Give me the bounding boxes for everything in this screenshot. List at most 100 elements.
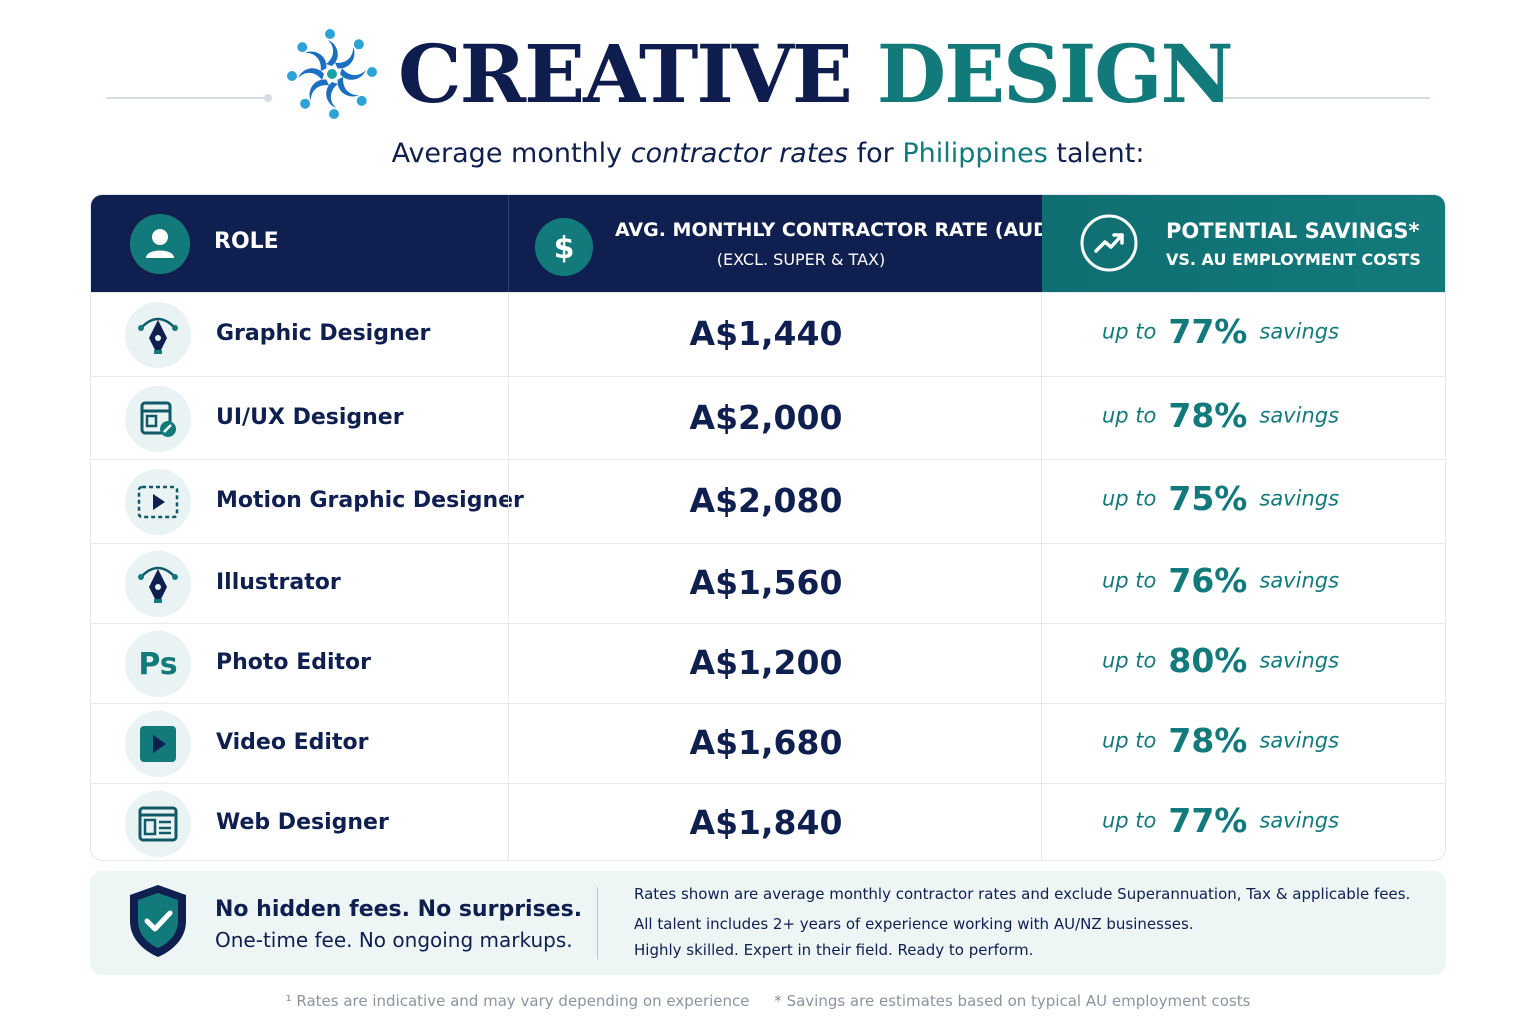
cell-rate: A$1,440 (508, 293, 1042, 376)
header-divider-dot-left (264, 94, 272, 102)
rate-value: A$2,080 (689, 481, 843, 520)
title-part-design: DESIGN (876, 27, 1234, 121)
savings-percent: 77% (1168, 312, 1248, 351)
info-line-2: All talent includes 2+ years of experien… (634, 915, 1194, 933)
savings-suffix: savings (1259, 648, 1340, 673)
column-sublabel-savings: VS. AU EMPLOYMENT COSTS (1166, 250, 1421, 269)
pen-tool-icon (125, 302, 191, 368)
rate-value: A$1,840 (689, 803, 843, 842)
column-header-role: ROLE (91, 195, 508, 292)
browser-layout-icon (125, 791, 191, 857)
cell-rate: A$1,560 (508, 544, 1042, 623)
cell-savings: up to 75% savings (1042, 460, 1445, 543)
subtitle-emphasis: contractor rates (630, 138, 848, 169)
column-header-savings: POTENTIAL SAVINGS* VS. AU EMPLOYMENT COS… (1042, 195, 1445, 292)
cell-role: Ps Photo Editor (91, 624, 508, 703)
logo-icon (287, 29, 377, 119)
svg-text:$: $ (554, 231, 575, 266)
savings-percent: 77% (1168, 801, 1248, 840)
shield-check-icon (130, 885, 186, 957)
footnote-rates: ¹ Rates are indicative and may vary depe… (285, 992, 750, 1010)
column-sublabel-rate: (EXCL. SUPER & TAX) (716, 250, 886, 269)
cell-savings: up to 80% savings (1042, 624, 1445, 703)
column-label-savings: POTENTIAL SAVINGS* (1166, 219, 1420, 243)
rate-value: A$1,680 (689, 723, 843, 762)
cell-role: Web Designer (91, 784, 508, 860)
svg-text:Ps: Ps (138, 647, 177, 682)
role-name: Web Designer (216, 810, 389, 835)
play-icon (125, 711, 191, 777)
info-subline: One-time fee. No ongoing markups. (215, 928, 573, 952)
savings-text: up to 75% savings (1018, 479, 1423, 518)
savings-text: up to 78% savings (1018, 721, 1423, 760)
cell-rate: A$1,840 (508, 784, 1042, 860)
header-divider-right (1214, 97, 1430, 99)
info-banner: No hidden fees. No surprises. One-time f… (90, 871, 1446, 975)
cell-savings: up to 78% savings (1042, 704, 1445, 783)
table-row: Ps Photo Editor A$1,200 up to 80% savings (91, 623, 1445, 703)
rate-value: A$1,440 (689, 314, 843, 353)
rate-value: A$1,200 (689, 643, 843, 682)
table-row: Motion Graphic Designer A$2,080 up to 75% sa… (91, 459, 1445, 543)
rates-table: ROLE $ AVG. MONTHLY CONTRACTOR RATE (AUD… (90, 194, 1446, 861)
cell-savings: up to 78% savings (1042, 377, 1445, 459)
column-label-role: ROLE (214, 229, 279, 254)
savings-prefix: up to (1101, 403, 1157, 428)
role-name: Illustrator (216, 570, 341, 595)
savings-prefix: up to (1101, 728, 1157, 753)
footnotes: ¹ Rates are indicative and may vary depe… (0, 992, 1536, 1010)
savings-suffix: savings (1259, 808, 1340, 833)
savings-text: up to 80% savings (1018, 641, 1423, 680)
savings-percent: 78% (1168, 721, 1248, 760)
table-row: Web Designer A$1,840 up to 77% savings (91, 783, 1445, 860)
role-name: Graphic Designer (216, 321, 431, 346)
cell-savings: up to 77% savings (1042, 293, 1445, 376)
page-subtitle: Average monthly contractor rates for Phi… (0, 138, 1536, 169)
savings-text: up to 76% savings (1018, 561, 1423, 600)
title-part-creative: CREATIVE (398, 27, 853, 121)
savings-percent: 76% (1168, 561, 1248, 600)
savings-prefix: up to (1101, 808, 1157, 833)
info-line-1: Rates shown are average monthly contract… (634, 885, 1411, 903)
savings-suffix: savings (1259, 568, 1340, 593)
column-label-rate: AVG. MONTHLY CONTRACTOR RATE (AUD)¹ (615, 219, 1066, 241)
table-header: ROLE $ AVG. MONTHLY CONTRACTOR RATE (AUD… (91, 195, 1445, 292)
savings-suffix: savings (1259, 403, 1340, 428)
cell-role: Motion Graphic Designer (91, 460, 524, 543)
info-divider (597, 887, 598, 959)
cell-role: Illustrator (91, 544, 508, 623)
cell-role: Video Editor (91, 704, 508, 783)
footnote-savings: * Savings are estimates based on typical… (774, 992, 1251, 1010)
user-icon (130, 214, 190, 274)
role-name: UI/UX Designer (216, 405, 404, 430)
role-name: Motion Graphic Designer (216, 488, 524, 513)
rate-value: A$2,000 (689, 398, 843, 437)
ui-design-icon (125, 386, 191, 452)
cell-rate: A$1,680 (508, 704, 1042, 783)
subtitle-text-2: for (856, 138, 894, 169)
cell-rate: A$1,200 (508, 624, 1042, 703)
column-header-rate: $ AVG. MONTHLY CONTRACTOR RATE (AUD)¹ (E… (508, 195, 1066, 292)
subtitle-highlight: Philippines (902, 138, 1048, 169)
table-row: Graphic Designer A$1,440 up to 77% savings (91, 292, 1445, 376)
role-name: Video Editor (216, 730, 369, 755)
savings-suffix: savings (1259, 728, 1340, 753)
motion-frame-icon (125, 469, 191, 535)
role-name: Photo Editor (216, 650, 371, 675)
savings-percent: 75% (1168, 479, 1248, 518)
table-row: Video Editor A$1,680 up to 78% savings (91, 703, 1445, 783)
cell-role: Graphic Designer (91, 293, 508, 376)
savings-text: up to 77% savings (1018, 312, 1423, 351)
header-divider-dot-right (1210, 94, 1218, 102)
savings-percent: 80% (1168, 641, 1248, 680)
savings-prefix: up to (1101, 648, 1157, 673)
table-row: Illustrator A$1,560 up to 76% savings (91, 543, 1445, 623)
info-line-3: Highly skilled. Expert in their field. R… (634, 941, 1034, 959)
savings-prefix: up to (1101, 486, 1157, 511)
dollar-icon: $ (535, 218, 593, 276)
trending-up-icon (1080, 214, 1138, 272)
savings-suffix: savings (1259, 319, 1340, 344)
subtitle-text-1: Average monthly (391, 138, 623, 169)
savings-percent: 78% (1168, 396, 1248, 435)
cell-rate: A$2,080 (508, 460, 1042, 543)
